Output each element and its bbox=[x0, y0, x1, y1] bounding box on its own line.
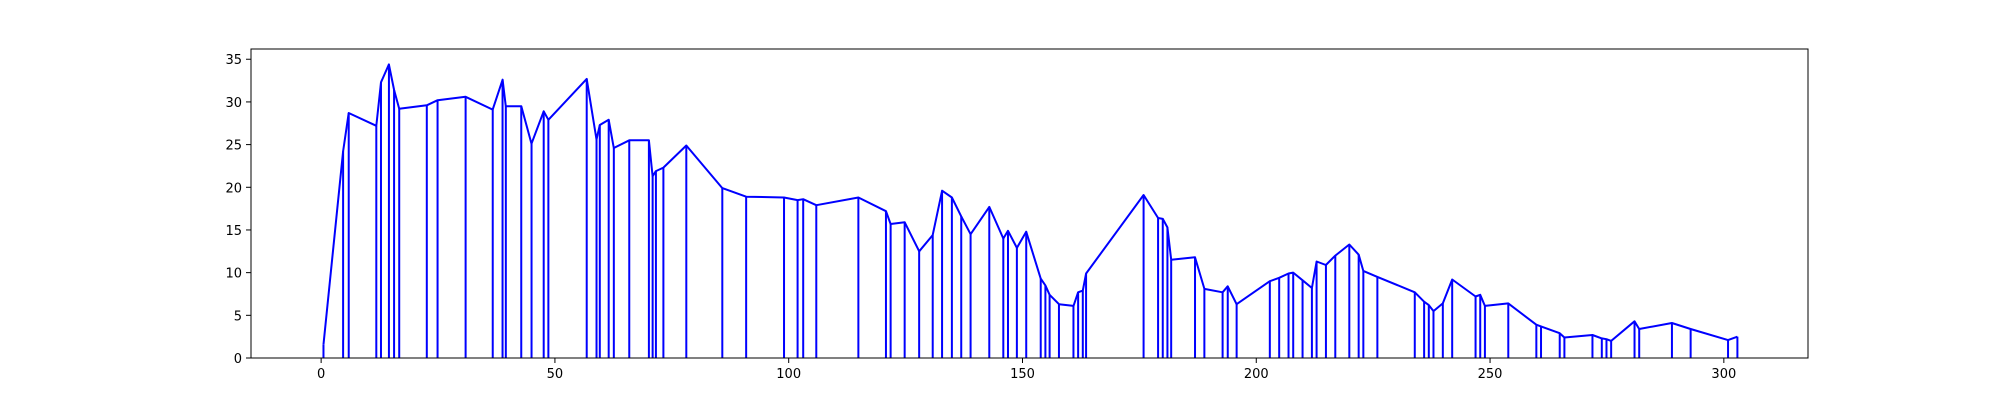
y-tick-label: 0 bbox=[234, 352, 242, 367]
y-tick-label: 20 bbox=[225, 181, 242, 196]
y-axis: 0 5 10 15 20 25 30 35 bbox=[225, 53, 251, 367]
y-tick-label: 25 bbox=[225, 139, 242, 154]
x-tick-label: 200 bbox=[1244, 367, 1269, 382]
y-tick-label: 30 bbox=[225, 96, 242, 111]
x-tick-label: 250 bbox=[1478, 367, 1503, 382]
x-tick-label: 0 bbox=[317, 367, 325, 382]
x-tick-label: 300 bbox=[1711, 367, 1736, 382]
y-tick-label: 5 bbox=[234, 309, 242, 324]
y-tick-label: 35 bbox=[225, 53, 242, 68]
x-tick-label: 100 bbox=[776, 367, 801, 382]
x-tick-label: 150 bbox=[1010, 367, 1035, 382]
drop-lines bbox=[322, 64, 1739, 358]
y-tick-label: 10 bbox=[225, 267, 242, 282]
plot-area-frame bbox=[250, 48, 1809, 359]
y-tick-label: 15 bbox=[225, 224, 242, 239]
series-line bbox=[322, 63, 1738, 345]
x-tick-label: 50 bbox=[547, 367, 564, 382]
x-axis: 0 50 100 150 200 250 300 bbox=[317, 358, 1736, 382]
